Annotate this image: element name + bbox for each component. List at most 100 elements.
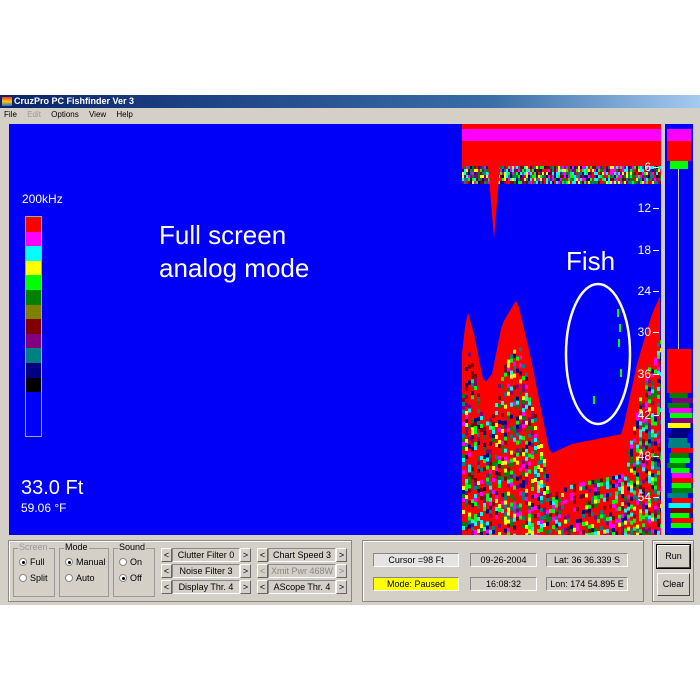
ascope-bar (667, 403, 690, 408)
sound-group: Sound On Off (113, 542, 155, 597)
mode-manual-radio[interactable]: Manual (65, 557, 106, 567)
ascope-bar (667, 349, 691, 393)
ascope-bar (671, 448, 693, 453)
date-display: 09-26-2004 (470, 553, 537, 567)
decrease-button[interactable]: < (257, 548, 268, 562)
ascope-bar (671, 483, 692, 488)
increase-button[interactable]: > (240, 564, 251, 578)
controls-panel: Screen Full Split Mode Manual Auto Sound… (8, 540, 352, 602)
ascope-bar (669, 458, 690, 463)
color-scale-swatch (26, 319, 41, 334)
screen-split-radio[interactable]: Split (19, 573, 48, 583)
run-button[interactable]: Run (656, 544, 691, 569)
color-scale-swatch (26, 377, 41, 393)
ascope-bar (668, 408, 692, 413)
thermocline-echo (488, 166, 500, 239)
ascope-bar (671, 473, 692, 478)
decrease-button[interactable]: < (257, 564, 268, 578)
increase-button[interactable]: > (336, 564, 347, 578)
color-scale-swatch (26, 246, 41, 261)
stepper-label: AScope Thr. 4 (268, 580, 336, 594)
menu-help[interactable]: Help (116, 110, 133, 119)
status-panel: Cursor =98 Ft Mode: Paused 09-26-2004 16… (362, 540, 644, 602)
sound-on-radio[interactable]: On (119, 557, 142, 567)
depth-tick-label: 30 (637, 325, 651, 340)
longitude-display: Lon: 174 54.895 E (546, 577, 628, 591)
surface-band (462, 141, 661, 166)
sound-off-radio[interactable]: Off (119, 573, 142, 583)
increase-button[interactable]: > (240, 580, 251, 594)
clear-button[interactable]: Clear (657, 573, 690, 596)
depth-tick-label: 48 (637, 449, 651, 464)
screen-full-radio[interactable]: Full (19, 557, 45, 567)
screen-group: Screen Full Split (13, 542, 55, 597)
menu-options[interactable]: Options (51, 110, 79, 119)
color-scale-swatch (26, 406, 41, 422)
mode-status: Mode: Paused (373, 577, 459, 591)
depth-tick (653, 497, 659, 499)
ascope-bar (670, 468, 690, 473)
depth-tick (653, 456, 659, 458)
increase-button[interactable]: > (336, 580, 347, 594)
ascope-bar (670, 513, 689, 518)
echogram (462, 124, 661, 535)
depth-tick-label: 54 (637, 490, 651, 505)
ascope-bar (668, 503, 691, 508)
fish-echo (618, 339, 620, 347)
depth-tick (653, 373, 659, 375)
fish-label: Fish (566, 246, 616, 276)
ascope-bar (670, 161, 688, 169)
color-scale-swatch (26, 231, 41, 247)
fish-echo (617, 309, 619, 317)
fish-echo (620, 369, 622, 377)
decrease-button[interactable]: < (161, 564, 172, 578)
depth-tick (653, 167, 659, 168)
app-icon (2, 97, 12, 106)
increase-button[interactable]: > (336, 548, 347, 562)
ascope-bar (671, 518, 693, 523)
depth-tick-label: 6 (644, 160, 651, 174)
ascope-bar (668, 433, 689, 438)
ascope-bar (670, 523, 691, 528)
stepper-chart-speed-3: < Chart Speed 3 > (257, 548, 347, 562)
stepper-clutter-filter-0: < Clutter Filter 0 > (161, 548, 251, 562)
depth-tick (653, 249, 659, 251)
menu-file[interactable]: File (4, 110, 17, 119)
stepper-label: Chart Speed 3 (268, 548, 336, 562)
decrease-button[interactable]: < (161, 548, 172, 562)
app-window: CruzPro PC Fishfinder Ver 3 File Edit Op… (0, 95, 700, 605)
mode-group: Mode Manual Auto (59, 542, 109, 597)
ascope-bar (671, 498, 693, 503)
menu-bar: File Edit Options View Help (0, 108, 137, 121)
stepper-xmit-pwr-468w: < Xmit Pwr 468W > (257, 564, 347, 578)
decrease-button[interactable]: < (161, 580, 172, 594)
ascope-bar (668, 443, 691, 448)
echo-noise (462, 166, 661, 184)
color-scale-swatch (26, 289, 41, 305)
decrease-button[interactable]: < (257, 580, 268, 594)
menu-edit[interactable]: Edit (27, 110, 41, 119)
stepper-display-thr-4: < Display Thr. 4 > (161, 580, 251, 594)
color-scale-swatch (26, 392, 41, 407)
color-scale-swatch (26, 333, 41, 349)
color-scale (25, 216, 42, 437)
menu-view[interactable]: View (88, 110, 107, 119)
stepper-label: Noise Filter 3 (172, 564, 240, 578)
latitude-display: Lat: 36 36.339 S (546, 553, 628, 567)
a-scope (663, 124, 693, 535)
increase-button[interactable]: > (240, 548, 251, 562)
stepper-label: Display Thr. 4 (172, 580, 240, 594)
depth-tick-label: 36 (637, 366, 651, 381)
surface-band (462, 129, 661, 141)
ascope-bar (671, 428, 691, 433)
color-scale-swatch (26, 362, 41, 378)
surface-band (462, 124, 661, 129)
mode-auto-radio[interactable]: Auto (65, 573, 95, 583)
sonar-display[interactable]: 200kHz Full screen analog mode 33.0 Ft 59… (9, 124, 661, 535)
ascope-bar (671, 478, 693, 483)
stepper-label: Clutter Filter 0 (172, 548, 240, 562)
ascope-bar (671, 398, 693, 403)
depth-tick-label: 18 (637, 242, 651, 257)
depth-tick (653, 414, 659, 416)
ascope-bar (667, 463, 686, 468)
